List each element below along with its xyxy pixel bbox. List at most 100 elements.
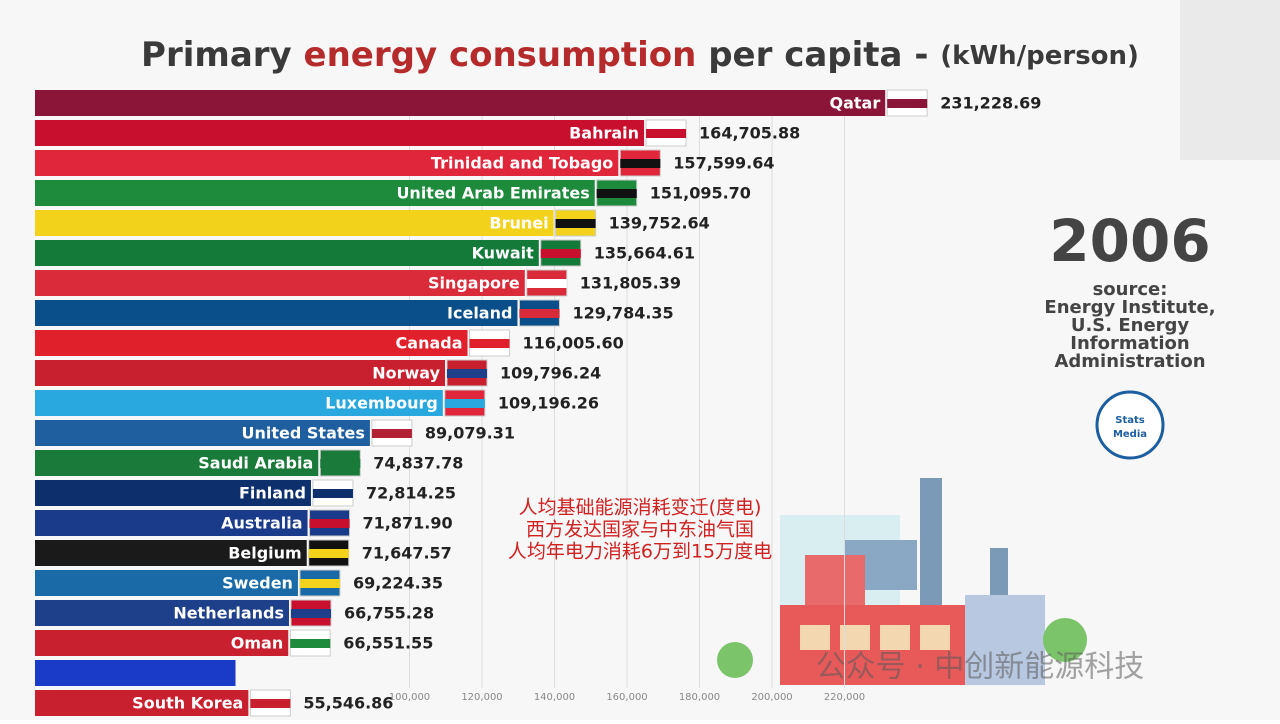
flag xyxy=(596,189,637,198)
logo xyxy=(1095,390,1165,460)
flag xyxy=(312,489,353,498)
bar xyxy=(35,540,307,566)
factory-illustration xyxy=(717,478,1087,685)
x-tick-label: 100,000 xyxy=(389,692,430,703)
flag xyxy=(444,399,485,408)
value-label: 135,664.61 xyxy=(594,244,695,263)
value-label: 71,647.57 xyxy=(362,544,452,563)
value-label: 139,752.64 xyxy=(609,214,710,233)
bar-label: Norway xyxy=(372,364,440,383)
value-label: 66,755.28 xyxy=(344,604,434,623)
bar xyxy=(35,300,518,326)
value-label: 72,814.25 xyxy=(366,484,456,503)
bar xyxy=(35,480,311,506)
flag xyxy=(447,369,488,378)
bar-label: Australia xyxy=(221,514,302,533)
bar xyxy=(35,510,308,536)
logo-text: Stats xyxy=(1115,415,1145,426)
bar-label: Oman xyxy=(231,634,283,653)
value-label: 116,005.60 xyxy=(523,334,624,353)
bar xyxy=(35,180,595,206)
value-label: 69,224.35 xyxy=(353,574,443,593)
value-label: 109,796.24 xyxy=(500,364,601,383)
annotation: 西方发达国家与中东油气国 xyxy=(526,519,754,541)
flag xyxy=(308,549,349,558)
value-label: 66,551.55 xyxy=(343,634,433,653)
flag xyxy=(250,699,291,708)
value-label: 89,079.31 xyxy=(425,424,515,443)
bar xyxy=(35,660,236,686)
watermark: 公众号 · 中创新能源科技 xyxy=(816,650,1145,685)
bar xyxy=(35,270,525,296)
bar-label: Belgium xyxy=(228,544,302,563)
source-text: U.S. Energy xyxy=(1071,315,1190,336)
bar-label: Singapore xyxy=(428,274,520,293)
value-label: 231,228.69 xyxy=(940,94,1041,113)
value-label: 71,871.90 xyxy=(363,514,453,533)
bar-label: Saudi Arabia xyxy=(198,454,313,473)
bar xyxy=(35,330,468,356)
bar-label: Trinidad and Tobago xyxy=(431,154,613,173)
source-text: Energy Institute, xyxy=(1044,297,1215,318)
flag xyxy=(540,249,581,258)
bar-label: Luxembourg xyxy=(325,394,438,413)
bar-label: United States xyxy=(242,424,365,443)
title-part: Primary xyxy=(141,35,303,75)
title-part: (kWh/person) xyxy=(940,41,1139,71)
value-label: 131,805.39 xyxy=(580,274,681,293)
flag xyxy=(519,309,560,318)
title-part: energy consumption xyxy=(304,35,697,75)
deco-block xyxy=(1180,0,1280,160)
bar xyxy=(35,120,645,146)
annotation: 人均基础能源消耗变迁(度电) xyxy=(519,497,762,519)
bar xyxy=(35,570,298,596)
bar xyxy=(35,690,249,716)
bar-label: United Arab Emirates xyxy=(396,184,589,203)
bar-label: South Korea xyxy=(132,694,243,713)
value-label: 129,784.35 xyxy=(572,304,673,323)
value-label: 74,837.78 xyxy=(373,454,463,473)
chart-title: Primary energy consumption per capita - … xyxy=(141,35,1139,75)
bar xyxy=(35,210,554,236)
bar-label: Canada xyxy=(396,334,463,353)
annotation: 人均年电力消耗6万到15万度电 xyxy=(508,541,772,563)
x-tick-label: 140,000 xyxy=(534,692,575,703)
bar-label: Sweden xyxy=(222,574,293,593)
value-label: 55,546.86 xyxy=(303,694,393,713)
bar-label: Brunei xyxy=(489,214,548,233)
flag xyxy=(555,219,596,228)
bar-label: Bahrain xyxy=(569,124,639,143)
flag xyxy=(320,459,361,468)
bar xyxy=(35,150,619,176)
flag xyxy=(309,519,350,528)
bar xyxy=(35,420,370,446)
value-label: 164,705.88 xyxy=(699,124,800,143)
flag xyxy=(469,339,510,348)
x-tick-label: 220,000 xyxy=(824,692,865,703)
bar xyxy=(35,240,539,266)
x-tick-label: 200,000 xyxy=(751,692,792,703)
value-label: 157,599.64 xyxy=(673,154,774,173)
x-tick-label: 180,000 xyxy=(679,692,720,703)
source-text: Information xyxy=(1070,333,1189,354)
flag xyxy=(887,99,928,108)
flag xyxy=(290,609,331,618)
flag xyxy=(290,639,331,648)
bar xyxy=(35,600,289,626)
flag xyxy=(620,159,661,168)
bar xyxy=(35,630,289,656)
bar xyxy=(35,390,443,416)
bar xyxy=(35,90,886,116)
bar xyxy=(35,360,446,386)
bar-label: Netherlands xyxy=(173,604,284,623)
bar xyxy=(35,450,319,476)
x-tick-label: 120,000 xyxy=(461,692,502,703)
source-text: source: xyxy=(1093,279,1168,300)
flag xyxy=(646,129,687,138)
bar-label: Finland xyxy=(239,484,306,503)
bar-label: Iceland xyxy=(447,304,512,323)
value-label: 151,095.70 xyxy=(650,184,751,203)
value-label: 109,196.26 xyxy=(498,394,599,413)
title-part: per capita - xyxy=(696,35,940,75)
